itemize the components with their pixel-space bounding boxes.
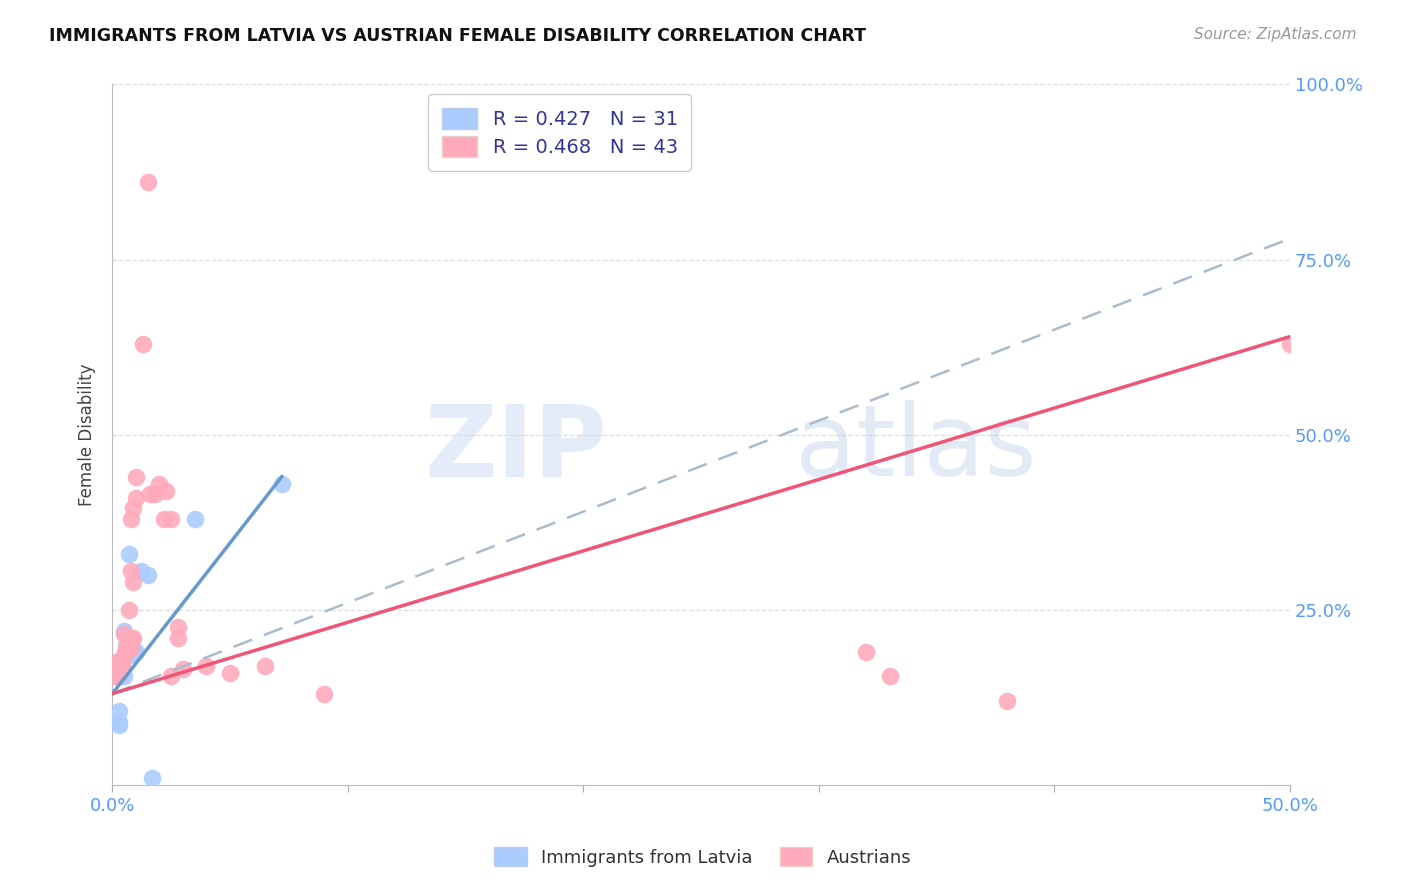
- Point: [105, 655, 128, 669]
- Point: [118, 648, 141, 663]
- Point: [155, 483, 177, 498]
- Point: [104, 669, 127, 683]
- Point: [219, 665, 242, 680]
- Point: [122, 501, 145, 516]
- Point: [148, 476, 170, 491]
- Point: [122, 574, 145, 589]
- Point: [112, 648, 135, 663]
- Text: IMMIGRANTS FROM LATVIA VS AUSTRIAN FEMALE DISABILITY CORRELATION CHART: IMMIGRANTS FROM LATVIA VS AUSTRIAN FEMAL…: [49, 27, 866, 45]
- Point: [167, 631, 190, 645]
- Point: [108, 669, 131, 683]
- Point: [167, 620, 190, 634]
- Point: [108, 667, 131, 681]
- Point: [108, 662, 131, 676]
- Point: [111, 658, 134, 673]
- Point: [120, 564, 142, 578]
- Point: [120, 645, 142, 659]
- Point: [111, 660, 134, 674]
- Point: [105, 669, 128, 683]
- Point: [136, 176, 159, 190]
- Point: [112, 627, 135, 641]
- Point: [105, 658, 128, 673]
- Point: [115, 638, 138, 652]
- Point: [141, 771, 163, 785]
- Point: [879, 669, 901, 683]
- Point: [120, 511, 142, 525]
- Point: [112, 669, 135, 683]
- Legend: R = 0.427   N = 31, R = 0.468   N = 43: R = 0.427 N = 31, R = 0.468 N = 43: [429, 95, 692, 170]
- Point: [111, 665, 134, 680]
- Point: [314, 687, 336, 701]
- Text: ZIP: ZIP: [425, 401, 607, 497]
- Point: [108, 704, 131, 718]
- Point: [129, 564, 152, 578]
- Point: [195, 658, 218, 673]
- Point: [254, 658, 277, 673]
- Point: [104, 655, 127, 669]
- Point: [125, 645, 148, 659]
- Point: [183, 511, 205, 525]
- Point: [115, 645, 138, 659]
- Point: [115, 641, 138, 656]
- Point: [995, 694, 1018, 708]
- Point: [118, 638, 141, 652]
- Point: [112, 624, 135, 638]
- Point: [855, 645, 877, 659]
- Point: [160, 511, 183, 525]
- Point: [108, 665, 131, 680]
- Point: [1279, 336, 1302, 351]
- Point: [125, 469, 148, 483]
- Point: [112, 651, 135, 665]
- Point: [118, 602, 141, 616]
- Point: [108, 718, 131, 732]
- Point: [105, 665, 128, 680]
- Point: [115, 645, 138, 659]
- Point: [143, 487, 166, 501]
- Point: [172, 662, 194, 676]
- Point: [108, 655, 131, 669]
- Point: [111, 655, 134, 669]
- Text: atlas: atlas: [796, 401, 1038, 497]
- Point: [104, 669, 127, 683]
- Point: [108, 658, 131, 673]
- Point: [105, 665, 128, 680]
- Point: [160, 669, 183, 683]
- Point: [153, 511, 176, 525]
- Point: [270, 476, 292, 491]
- Point: [132, 336, 155, 351]
- Point: [139, 487, 162, 501]
- Point: [120, 631, 142, 645]
- Point: [136, 567, 159, 582]
- Point: [105, 662, 128, 676]
- Point: [122, 631, 145, 645]
- Point: [118, 547, 141, 561]
- Point: [125, 491, 148, 505]
- Y-axis label: Female Disability: Female Disability: [79, 363, 96, 506]
- Point: [108, 714, 131, 729]
- Point: [120, 641, 142, 656]
- Text: Source: ZipAtlas.com: Source: ZipAtlas.com: [1194, 27, 1357, 42]
- Point: [120, 631, 142, 645]
- Point: [104, 665, 127, 680]
- Point: [122, 641, 145, 656]
- Legend: Immigrants from Latvia, Austrians: Immigrants from Latvia, Austrians: [488, 840, 918, 874]
